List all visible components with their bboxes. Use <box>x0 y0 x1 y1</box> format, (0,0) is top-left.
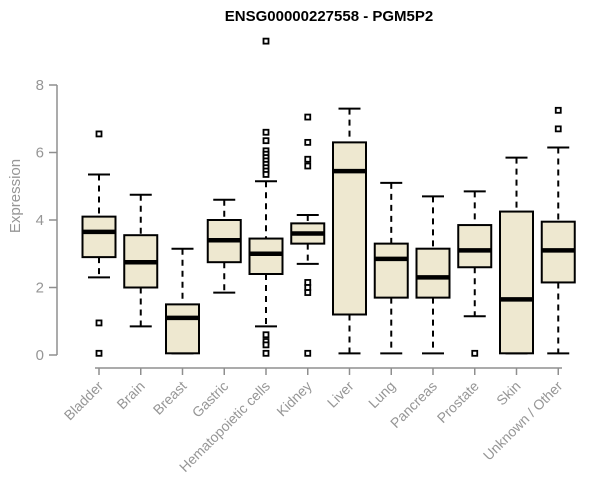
box-breast <box>165 303 200 355</box>
box-pancreas <box>415 247 451 299</box>
outlier-point <box>304 289 312 296</box>
box-liver <box>332 141 367 316</box>
y-tick-label: 8 <box>36 77 44 94</box>
outlier-point <box>262 331 270 339</box>
outlier-point <box>262 37 270 45</box>
chart-title: ENSG00000227558 - PGM5P2 <box>225 8 433 25</box>
outlier-point <box>304 138 312 146</box>
box-hematopoietic-cells <box>248 237 284 275</box>
outlier-point <box>304 162 312 170</box>
outlier-point <box>95 319 103 327</box>
outlier-point <box>554 106 562 114</box>
outlier-point <box>95 130 103 138</box>
box-bladder <box>81 215 117 259</box>
outlier-point <box>554 125 562 133</box>
box-skin <box>499 210 534 355</box>
y-axis-label: Expression <box>7 159 24 233</box>
box-lung <box>373 242 409 299</box>
outlier-point <box>304 113 312 121</box>
y-tick-label: 4 <box>36 212 44 229</box>
y-tick-label: 0 <box>36 347 44 364</box>
outlier-point <box>262 128 270 136</box>
outlier-point <box>262 137 270 145</box>
outlier-point <box>95 349 103 357</box>
outlier-point <box>471 349 479 357</box>
outlier-point <box>304 349 312 357</box>
outlier-point <box>262 341 270 349</box>
y-tick-label: 2 <box>36 280 44 297</box>
outlier-point <box>262 171 270 178</box>
y-tick-label: 6 <box>36 145 44 162</box>
outlier-point <box>304 155 312 163</box>
box-prostate <box>457 224 493 269</box>
outlier-point <box>262 349 270 357</box>
